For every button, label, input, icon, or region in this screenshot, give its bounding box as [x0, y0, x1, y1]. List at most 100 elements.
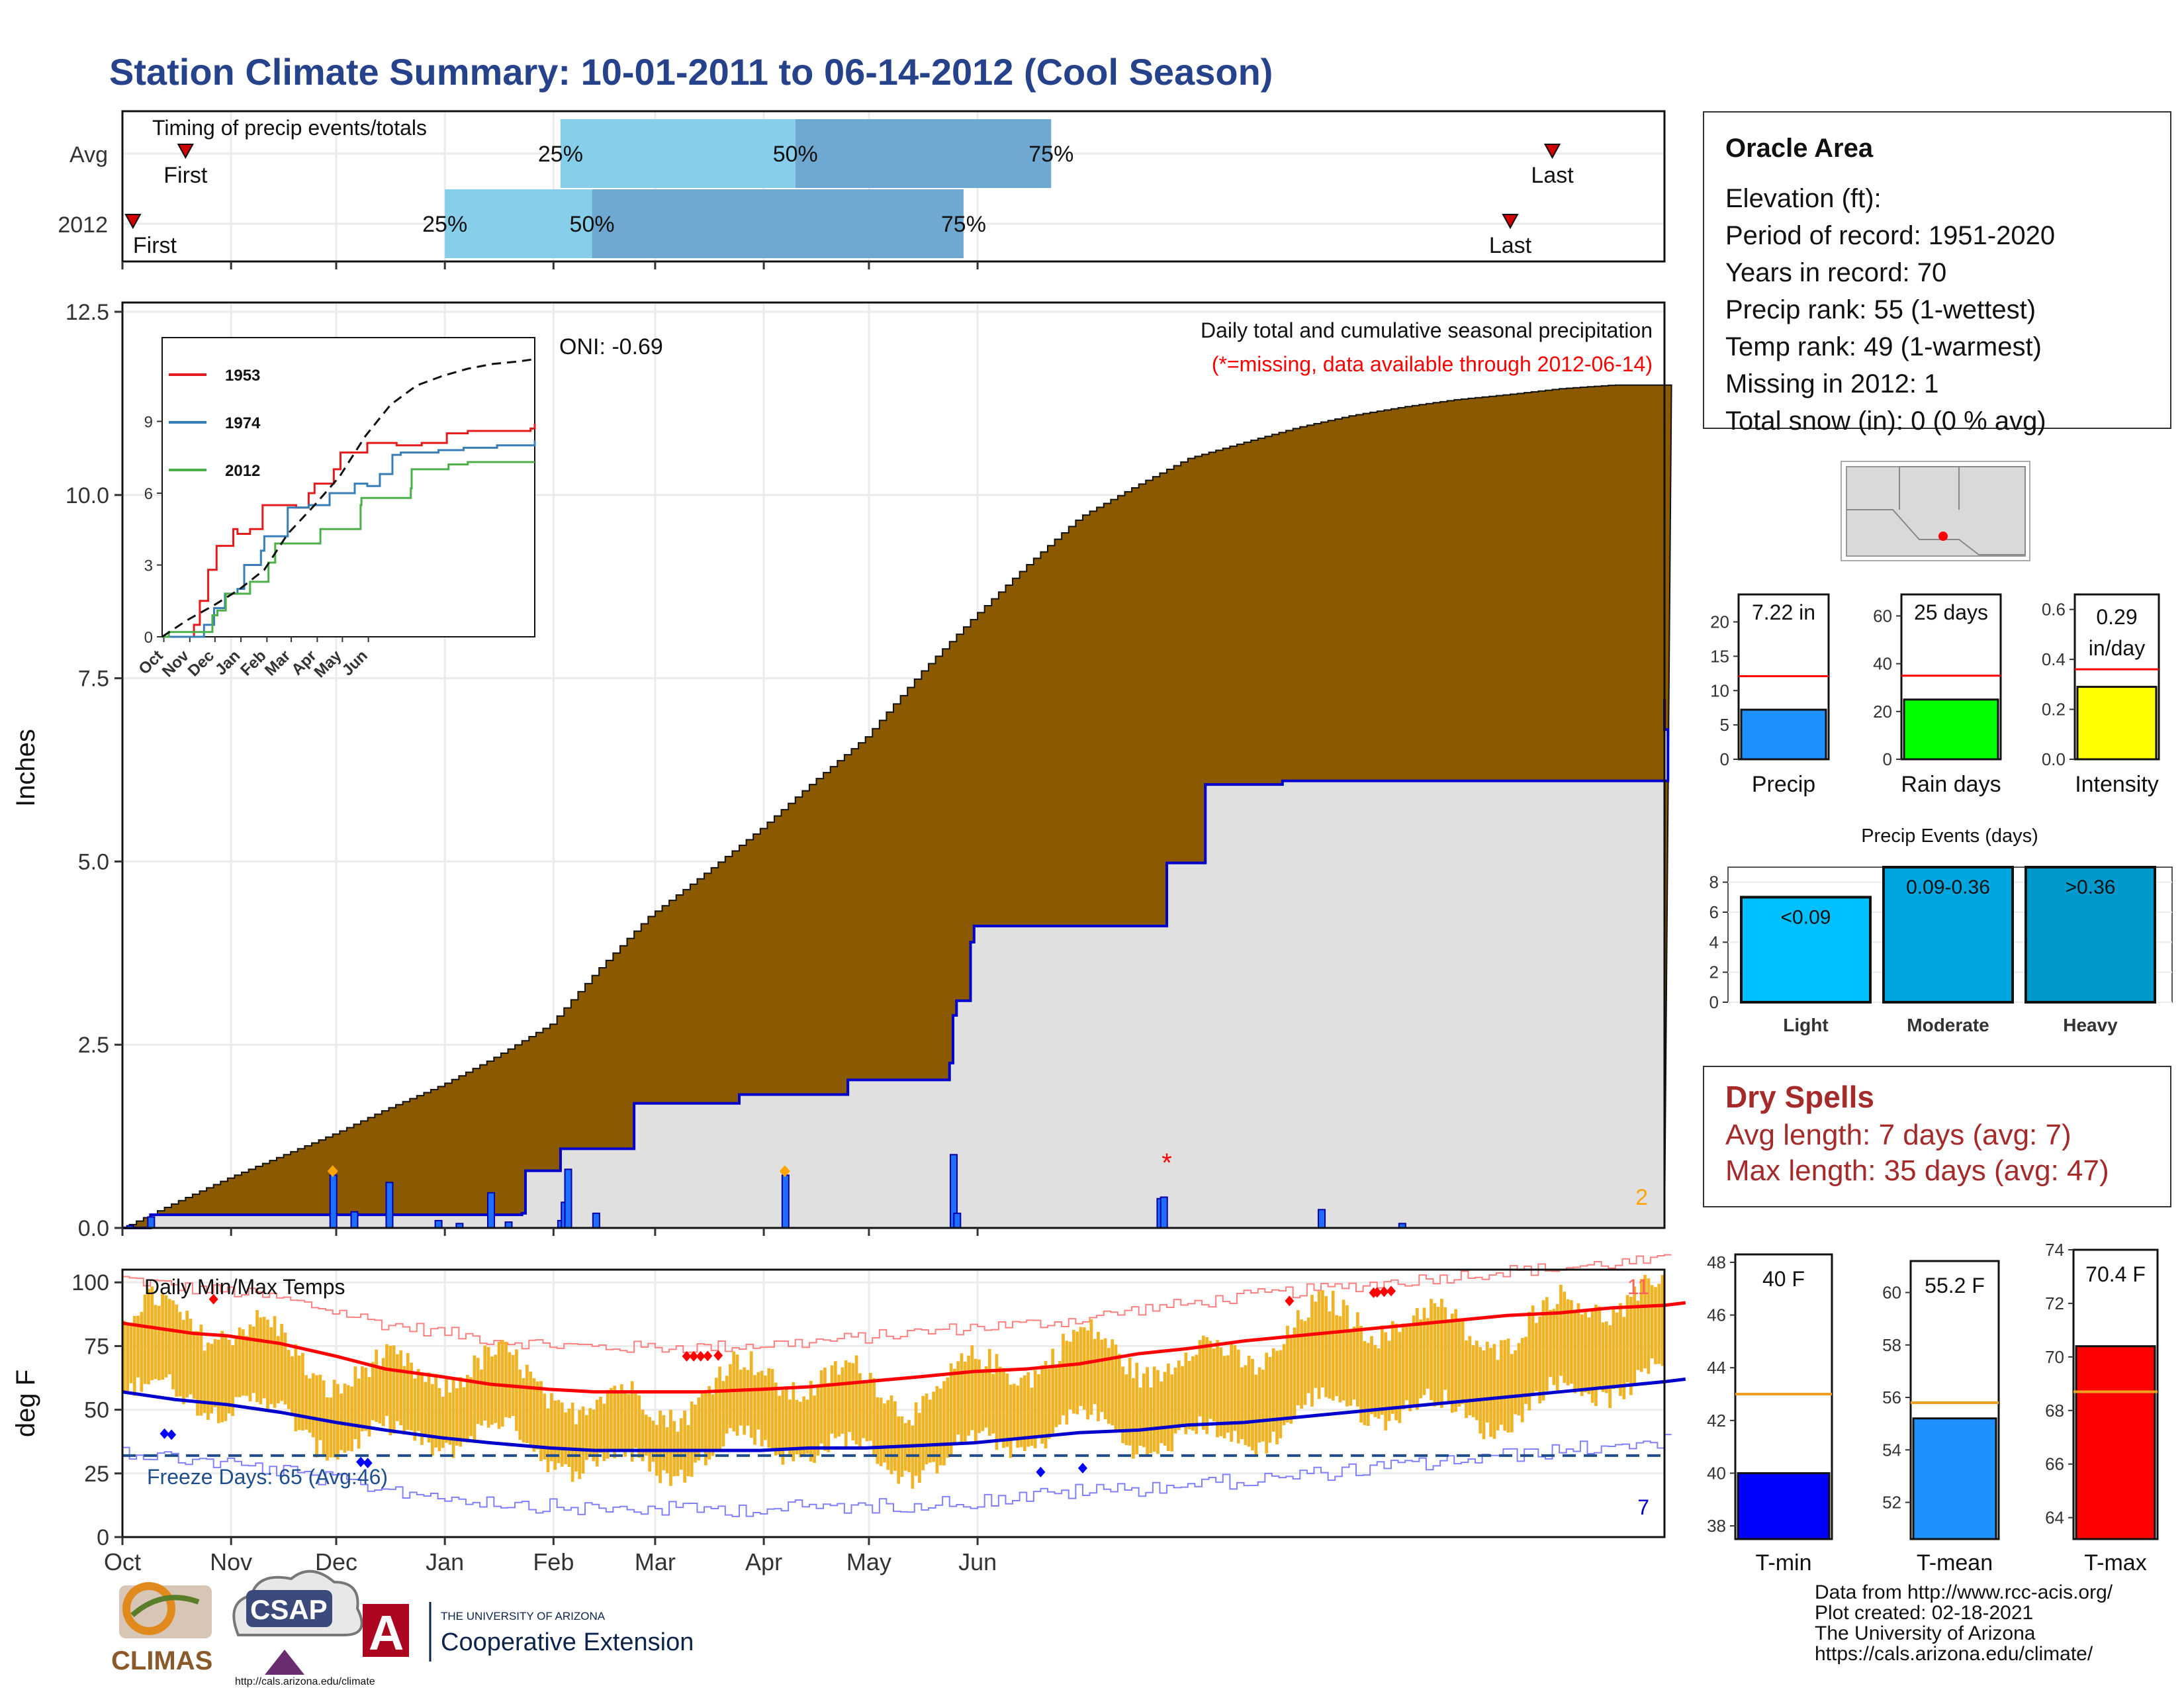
events-bar [1882, 866, 2014, 1004]
temp-daily-bar [1275, 1350, 1279, 1444]
temp-record-low-marker [1077, 1462, 1087, 1474]
temp-daily-bar [280, 1323, 283, 1401]
temp-record-high-marker [713, 1350, 723, 1361]
temp-daily-bar [150, 1286, 154, 1381]
temp-daily-bar [585, 1415, 588, 1460]
temp-daily-bar [1465, 1340, 1468, 1419]
temp-daily-bar [476, 1358, 480, 1425]
temp-daily-bar [1062, 1333, 1065, 1416]
temp-daily-bar [371, 1362, 375, 1421]
temp-daily-bar [231, 1345, 234, 1417]
temp-record-high-marker [208, 1293, 218, 1305]
temp-daily-bar [242, 1329, 245, 1396]
temp-daily-bar [1181, 1366, 1184, 1427]
events-y-tick-label: 0 [1709, 992, 1719, 1012]
temp-daily-bar [297, 1355, 301, 1430]
temp-daily-bar [1240, 1367, 1244, 1440]
temp-daily-bar [841, 1367, 844, 1434]
temp-daily-bar [136, 1315, 140, 1378]
temp-daily-bar [532, 1378, 536, 1452]
temp-daily-bar [1075, 1331, 1079, 1415]
temp-record-high-marker [689, 1350, 699, 1362]
temp-daily-bar [995, 1354, 999, 1450]
temp-daily-bar [1384, 1332, 1388, 1430]
psum-panel-label: Rain days [1901, 772, 2001, 797]
temp-daily-bar [406, 1353, 410, 1430]
temp-daily-bar [662, 1415, 666, 1471]
temp-daily-bar [1317, 1291, 1321, 1399]
timing-q75-label: 75% [941, 212, 986, 237]
temp-daily-bar [557, 1399, 561, 1464]
events-y-tick-label: 4 [1709, 932, 1719, 952]
station-temp-rank: Temp rank: 49 (1-warmest) [1725, 332, 2042, 361]
tsum-panel-label: T-max [2084, 1550, 2146, 1575]
temp-daily-bar [1475, 1340, 1479, 1421]
temp-daily-bar [1398, 1332, 1402, 1423]
temp-record-high-count: 11 [1627, 1275, 1649, 1299]
temp-daily-bar [543, 1393, 547, 1460]
temp-daily-bar [1500, 1340, 1503, 1425]
temp-daily-bar [329, 1397, 333, 1458]
temp-daily-bar [1289, 1335, 1293, 1424]
temp-daily-bar [1559, 1284, 1563, 1376]
temp-daily-bar [729, 1364, 732, 1429]
temp-daily-bar [1440, 1299, 1443, 1408]
temp-daily-bar [619, 1384, 623, 1452]
temp-daily-bar [560, 1402, 564, 1467]
temp-daily-bar [1570, 1300, 1573, 1384]
cum-y-tick-label: 10.0 [66, 483, 109, 508]
temp-x-tick-label: Jan [426, 1548, 464, 1575]
temp-daily-bar [928, 1399, 932, 1463]
svg-text:http://cals.arizona.edu/climat: http://cals.arizona.edu/climate [235, 1676, 375, 1687]
temp-daily-bar [564, 1412, 567, 1464]
psum-y-tick-label: 0.0 [2042, 749, 2066, 769]
temp-daily-bar [388, 1345, 392, 1436]
cum-record-marker [327, 1165, 338, 1178]
temp-daily-bar [879, 1397, 883, 1466]
tsum-bar [1912, 1417, 1997, 1540]
temp-daily-bar [259, 1317, 263, 1405]
temp-daily-bar [1433, 1303, 1437, 1407]
temp-daily-bar [1541, 1300, 1545, 1401]
temp-daily-bar [399, 1350, 403, 1426]
temp-daily-bar [318, 1374, 322, 1440]
temp-daily-bar [1026, 1372, 1030, 1447]
timing-q50-label: 50% [773, 142, 818, 167]
cum-daily-precip-bar [487, 1192, 496, 1229]
psum-y-tick-label: 20 [1873, 702, 1892, 722]
temp-summary-panels: 38 40 42 44 46 48 40 F T-min 52 54 56 58 60 55.2 F T-m… [1707, 1240, 2159, 1575]
inset-plot-bg [161, 337, 535, 637]
temp-daily-bar [469, 1377, 473, 1436]
temp-daily-bar [1482, 1350, 1486, 1440]
temp-daily-bar [1103, 1338, 1107, 1420]
temp-daily-bar [277, 1336, 280, 1404]
temp-daily-bar [1503, 1340, 1507, 1431]
psum-bar [1740, 708, 1827, 761]
temp-daily-bar [1331, 1290, 1335, 1401]
temp-daily-bar [164, 1295, 168, 1378]
temp-daily-bar [616, 1392, 620, 1450]
temp-daily-bar [522, 1378, 525, 1443]
temp-daily-bar [1236, 1349, 1240, 1444]
temp-daily-bar [311, 1373, 315, 1438]
temp-daily-bar [889, 1395, 893, 1475]
events-category-label: Moderate [1907, 1015, 1989, 1035]
dry-spells-avg: Avg length: 7 days (avg: 7) [1725, 1119, 2071, 1151]
inset-legend-label: 2012 [225, 462, 260, 480]
temp-daily-bar [1068, 1341, 1072, 1409]
events-bar-label: 0.09-0.36 [1906, 876, 1990, 898]
temp-daily-bar [308, 1378, 312, 1433]
temp-daily-bar [721, 1381, 725, 1447]
temp-daily-bar [213, 1338, 217, 1407]
inset-series-2012 [162, 461, 535, 638]
temp-daily-bar [1349, 1329, 1353, 1406]
temp-daily-bar [1156, 1370, 1160, 1454]
temp-daily-bar [1195, 1354, 1199, 1434]
temp-daily-bar [718, 1366, 721, 1451]
precip-summary-panels: 0 5 10 15 20 7.22 in Precip 0 20 40 60 25 days Rain … [1710, 593, 2160, 797]
station-info-box: Oracle Area Elevation (ft): Period of re… [1703, 111, 2171, 436]
temp-daily-bar [1009, 1384, 1013, 1458]
temp-daily-bar [567, 1408, 571, 1468]
temp-daily-bar [1622, 1317, 1626, 1399]
temp-daily-bar [991, 1374, 995, 1434]
